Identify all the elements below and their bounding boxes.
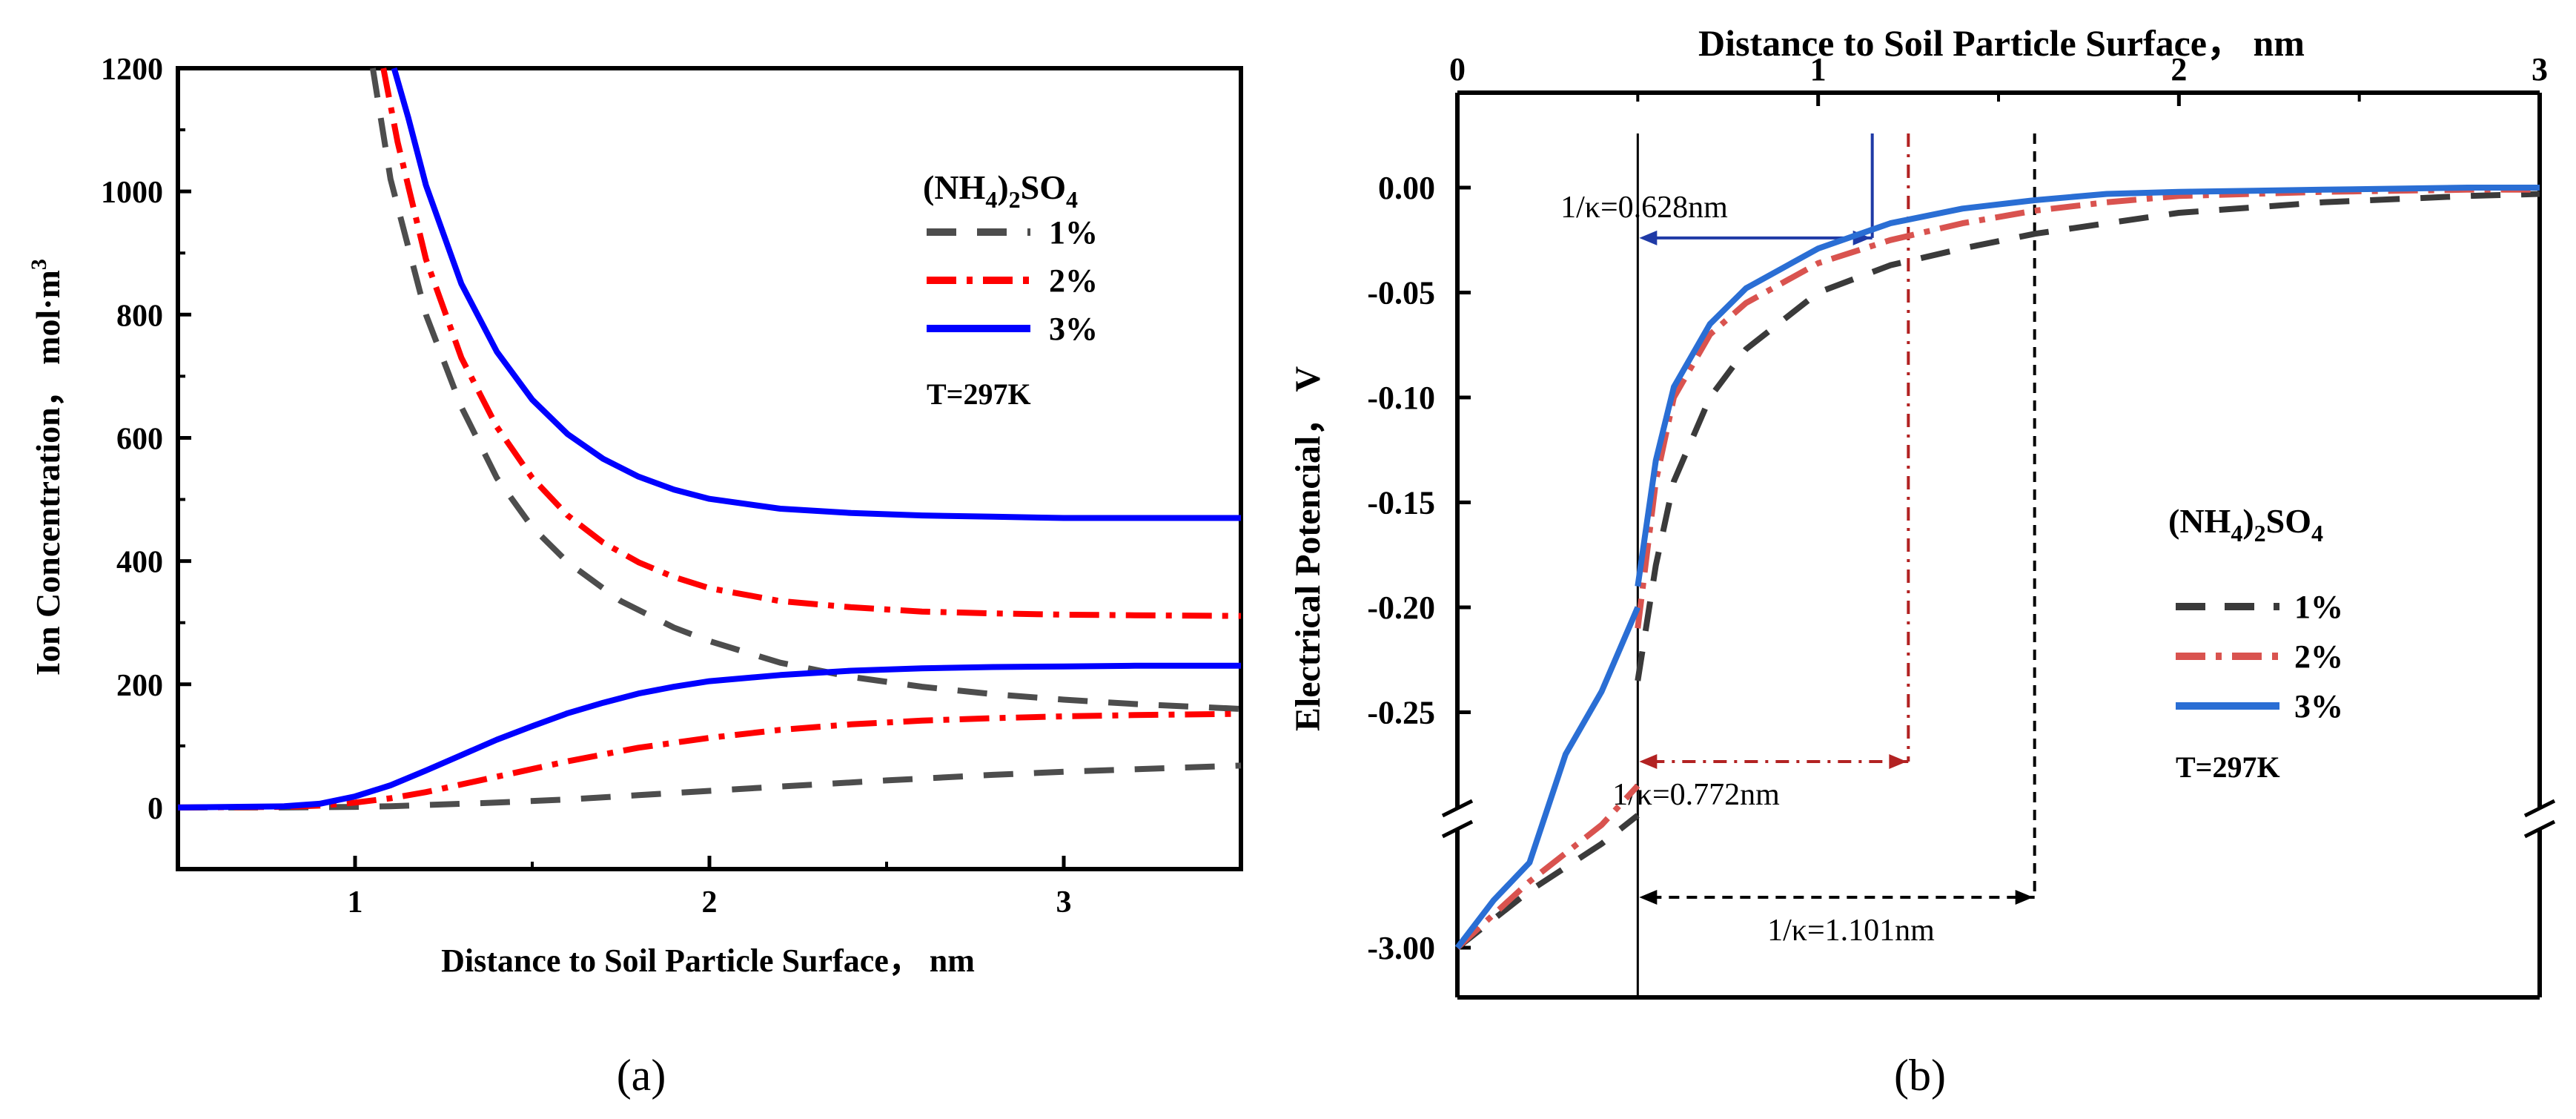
- y-tick-label: 0.00: [1378, 170, 1435, 206]
- panel-a-chart: 0 200 400 600 800 1000 1200 1 2 3 Ion Concentrati…: [27, 53, 1243, 1100]
- y-tick-label: -3.00: [1367, 930, 1435, 966]
- legend-b-label-2: 2%: [2294, 638, 2343, 675]
- y-tick-label: 1000: [101, 176, 163, 210]
- annotation-2-label: 1/κ=0.772nm: [1612, 778, 1780, 812]
- panel-a-frame: [176, 66, 1243, 871]
- y-tick-label: 200: [116, 669, 163, 703]
- x-tick-label: 2: [2171, 51, 2187, 88]
- legend-b-title-part: SO: [2266, 502, 2311, 540]
- legend-a-title-part: ): [997, 168, 1008, 206]
- legend-a-label-3: 3%: [1049, 311, 1098, 347]
- legend-a-title-part: (NH: [923, 168, 986, 206]
- legend-a-title-sub: 2: [1009, 186, 1021, 213]
- annotation-3-arrowhead-left: [1639, 890, 1658, 905]
- series-3pct-upper-line: [1635, 185, 2540, 587]
- panel-a-xlabel: Distance to Soil Particle Surface， nm: [441, 943, 975, 979]
- y-tick-label: -0.25: [1367, 695, 1435, 731]
- y-tick-label: 800: [116, 299, 163, 333]
- axis-break-mark: [1441, 799, 1474, 818]
- axis-break-right: [2523, 799, 2556, 839]
- panel-a-ylabel: Ion Concentration， mol·m3: [27, 259, 67, 676]
- legend-a-label-2: 2%: [1049, 263, 1098, 299]
- panel-b-legend-title: (NH4)2SO4: [2168, 502, 2323, 547]
- y-tick-label: 1200: [101, 53, 163, 87]
- legend-b-title-sub: 4: [2311, 520, 2323, 547]
- legend-a-title-sub: 4: [985, 186, 997, 213]
- axis-break-mark: [1441, 819, 1474, 839]
- series-2pct-lower-line: [177, 710, 1242, 811]
- series-1pct-upper-line: [1635, 191, 2540, 681]
- y-tick-label: 600: [116, 422, 163, 456]
- legend-b-title-sub: 4: [2231, 520, 2242, 547]
- legend-a-note: T=297K: [927, 377, 1031, 411]
- x-tick-label: 1: [348, 885, 363, 920]
- legend-a-label-1: 1%: [1049, 214, 1098, 251]
- legend-a-title-sub: 4: [1066, 186, 1078, 213]
- series-1pct-lower-line: [178, 762, 1242, 811]
- panel-b-label: (b): [1894, 1051, 1946, 1100]
- x-tick-label: 3: [2532, 51, 2548, 88]
- legend-b-label-3: 3%: [2294, 688, 2343, 724]
- panel-a-legend-title: (NH4)2SO4: [923, 168, 1078, 213]
- y-tick-label: -0.15: [1367, 485, 1435, 521]
- legend-b-title-sub: 2: [2254, 520, 2266, 547]
- axis-break-mark: [2523, 799, 2556, 818]
- y-tick-label: -0.05: [1367, 275, 1435, 311]
- annotation-3-label: 1/κ=1.101nm: [1767, 914, 1935, 948]
- annotation-3-arrowhead-right: [2015, 890, 2033, 905]
- panel-a-ylabel-sup: 3: [27, 259, 51, 270]
- panel-a-label: (a): [617, 1051, 666, 1100]
- x-tick-label: 3: [1056, 885, 1072, 920]
- series-2pct-upper-line: [380, 67, 1242, 619]
- panel-a-series: [177, 67, 1242, 811]
- panel-b-chart: 0.00 -0.05 -0.10 -0.15 -0.20 -0.25 -3.00 0 1 2 3 1…: [1288, 22, 2556, 1100]
- legend-b-title-part: (NH: [2168, 502, 2231, 540]
- panel-a-ylabel-text: Ion Concentration， mol·m: [29, 270, 67, 676]
- legend-b-note: T=297K: [2176, 750, 2280, 784]
- annotation-2-arrowhead-right: [1889, 754, 1907, 769]
- annotation-2-arrowhead-left: [1639, 754, 1658, 769]
- series-3pct-lower-line: [177, 662, 1241, 811]
- x-tick-label: 2: [702, 885, 718, 920]
- legend-b-label-1: 1%: [2294, 589, 2343, 625]
- series-3pct-upper-line: [391, 67, 1241, 521]
- panel-b-xlabel: Distance to Soil Particle Surface， nm: [1698, 22, 2305, 64]
- x-tick-label: 1: [1810, 51, 1827, 88]
- panel-b-series: [1454, 185, 2540, 951]
- panel-a-ticks: 0 200 400 600 800 1000 1200 1 2 3: [101, 53, 1072, 920]
- axis-break-left: [1441, 799, 1474, 839]
- y-tick-label: 0: [148, 792, 163, 826]
- y-tick-label: -0.10: [1367, 380, 1435, 416]
- panel-a-legend: (NH4)2SO4 1% 2% 3% T=297K: [923, 168, 1098, 411]
- series-1pct-lower-line: [1455, 813, 1640, 951]
- annotation-1-arrowhead-left: [1639, 230, 1658, 245]
- panel-b-legend: (NH4)2SO4 1% 2% 3% T=297K: [2168, 502, 2343, 784]
- y-tick-label: -0.20: [1367, 590, 1435, 626]
- x-tick-label: 0: [1449, 51, 1466, 88]
- series-3pct-lower-line: [1454, 606, 1640, 950]
- series-1pct-upper-line: [369, 67, 1242, 712]
- axis-break-mark: [2523, 819, 2556, 839]
- panel-b-ylabel: Electrical Potencial， V: [1288, 366, 1328, 732]
- annotation-1-label: 1/κ=0.628nm: [1560, 191, 1728, 225]
- legend-a-title-part: SO: [1021, 168, 1066, 206]
- y-tick-label: 400: [116, 546, 163, 580]
- legend-b-title-part: ): [2242, 502, 2254, 540]
- panel-b-ticks: 0.00 -0.05 -0.10 -0.15 -0.20 -0.25 -3.00 0 1 2 3: [1367, 51, 2548, 966]
- series-2pct-upper-line: [1635, 186, 2540, 629]
